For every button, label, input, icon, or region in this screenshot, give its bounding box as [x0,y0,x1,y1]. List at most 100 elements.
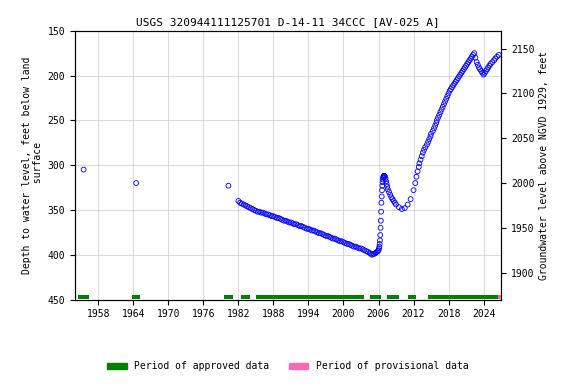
Point [486,61,495,67]
Point [242,203,252,209]
Point [380,173,389,179]
Point [334,237,343,243]
Point [335,238,344,244]
Point [79,167,88,173]
Point [432,117,441,123]
Point [474,65,483,71]
Point [436,109,445,115]
Point [403,202,412,208]
Point [397,206,407,212]
Point [378,179,387,185]
Point [430,122,439,129]
Point [406,196,415,202]
Point [492,54,502,60]
Point [253,209,262,215]
Point [378,175,388,181]
Point [389,198,398,204]
Point [471,55,480,61]
Point [469,50,479,56]
Point [451,79,460,85]
Point [375,243,384,250]
Bar [408,295,416,299]
Point [378,176,388,182]
Point [327,235,336,241]
Point [306,227,315,233]
Point [295,223,304,229]
Point [262,211,271,217]
Point [414,164,423,170]
Point [234,198,243,204]
Point [419,147,429,153]
Point [409,187,418,193]
Point [479,71,488,78]
Point [412,174,421,180]
Point [377,209,386,215]
Title: USGS 320944111125701 D-14-11 34CCC [AV-025 A]: USGS 320944111125701 D-14-11 34CCC [AV-0… [136,17,440,27]
Point [366,251,376,257]
Point [375,241,384,247]
Point [473,62,482,68]
Point [460,65,469,71]
Point [363,249,373,255]
Point [346,242,355,248]
Point [458,68,467,74]
Point [400,205,410,211]
Y-axis label: Depth to water level, feet below land
 surface: Depth to water level, feet below land su… [22,56,43,274]
Point [480,70,490,76]
Bar [387,295,399,299]
Point [251,208,260,214]
Point [236,200,245,206]
Point [373,248,382,254]
Point [239,202,248,208]
Point [255,209,264,215]
Point [379,173,388,179]
Point [269,213,278,219]
Point [348,243,357,249]
Point [434,114,443,121]
Point [381,175,390,182]
Point [431,120,441,126]
Point [477,68,486,74]
Point [371,250,380,256]
Point [380,174,389,180]
Point [378,183,387,189]
Point [483,66,492,72]
Point [379,174,388,180]
Point [380,173,389,179]
Point [416,157,425,163]
Point [428,128,437,134]
Bar [370,295,381,299]
Point [450,81,459,87]
Point [131,180,141,186]
Point [454,73,464,79]
Point [467,54,476,60]
Point [423,139,433,145]
Point [272,215,282,221]
Point [279,218,289,224]
Point [286,219,295,225]
Bar [223,295,233,299]
Point [362,248,371,254]
Point [411,180,420,186]
Point [369,251,378,257]
Point [244,204,253,210]
Point [446,86,456,92]
Point [248,206,257,212]
Point [298,224,308,230]
Point [449,82,458,88]
Point [332,237,341,243]
Point [320,232,329,238]
Bar [78,295,89,299]
Point [425,136,434,142]
Point [377,200,386,206]
Point [382,181,391,187]
Point [224,183,233,189]
Point [472,59,481,65]
Point [439,101,449,107]
Point [488,59,497,65]
Point [256,210,266,216]
Point [311,228,320,235]
Point [293,222,302,228]
Point [274,215,283,221]
Point [445,88,454,94]
